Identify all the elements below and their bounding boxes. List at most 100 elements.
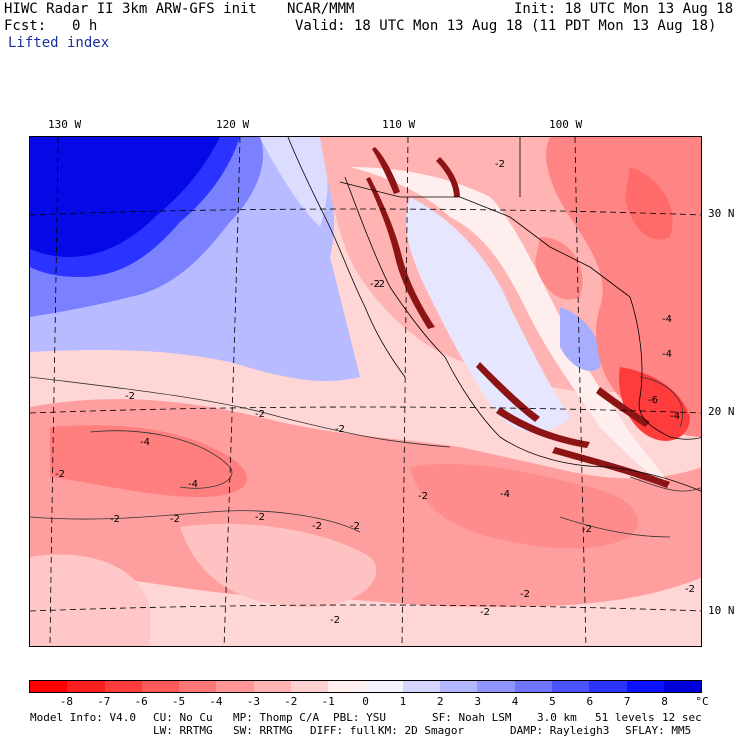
color-scale-tick-label: -1	[321, 695, 335, 708]
stable-strip-coast	[260, 137, 328, 227]
color-scale-tick-label: -7	[97, 695, 111, 708]
footer-pbl: PBL: YSU	[333, 711, 386, 724]
color-scale-swatch	[402, 681, 441, 692]
color-scale-tick-label: 2	[436, 695, 444, 708]
color-scale-tick-label: -3	[246, 695, 260, 708]
stable-pocket-south	[180, 523, 377, 607]
stable-region-nw-deep	[30, 137, 220, 257]
contour-label: -4	[670, 411, 680, 422]
land-mexico-plateau	[350, 167, 670, 487]
lifted-index-map: -2 -2 -2 -2 -2 -2 -4 -4 -4 -4 -4 -2 -2 -…	[29, 136, 702, 647]
contour-minus2-gulf	[629, 476, 701, 492]
forecast-hour: 0 h	[72, 18, 98, 34]
terrain-sierra-madre-oriental	[596, 387, 650, 427]
color-scale-bar	[29, 680, 702, 693]
footer-sw: SW: RRTMG	[233, 724, 293, 737]
color-scale-swatch	[67, 681, 105, 692]
terrain-sierra-north	[372, 147, 400, 194]
unstable-core-ocean-2	[410, 463, 638, 549]
meridian-130w	[49, 137, 59, 646]
contour-label: -2	[55, 469, 65, 480]
color-scale-swatch	[589, 681, 627, 692]
color-scale-swatch	[626, 681, 664, 692]
contour-minus4-ocean	[89, 430, 233, 489]
coastline-gulf-of-mexico	[629, 296, 701, 440]
contour-label: -4	[662, 314, 672, 325]
stable-pocket-south-2	[30, 554, 150, 646]
color-scale-swatch	[663, 681, 702, 692]
terrain-coastal-range-2	[496, 407, 590, 448]
color-scale-swatch	[328, 681, 366, 692]
coastline-baja	[287, 137, 406, 378]
footer-sf: SF: Noah LSM	[432, 711, 512, 724]
unstable-pocket-inland	[535, 237, 583, 300]
field-name: Lifted index	[8, 35, 110, 51]
border-us-mexico	[339, 181, 631, 298]
color-scale-swatch	[141, 681, 180, 692]
lat-label-30n: 30 N	[708, 207, 735, 220]
color-scale-swatch	[253, 681, 291, 692]
contour-label: -2	[170, 514, 180, 525]
color-scale-tick-label: -2	[284, 695, 298, 708]
contour-minus2-north	[30, 376, 451, 448]
contour-label-group: -2 -2 -2 -2 -2 -2 -4 -4 -4 -4 -4 -2 -2 -…	[55, 159, 695, 626]
parallel-20n	[30, 406, 701, 414]
contour-label: -2	[375, 279, 385, 290]
footer-cu: CU: No Cu	[153, 711, 213, 724]
unstable-core-gulf	[619, 367, 690, 441]
color-scale-tick-label: 5	[549, 695, 556, 708]
footer-mp: MP: Thomp C/A	[233, 711, 320, 724]
contour-minus2-east	[559, 516, 671, 538]
color-scale-tick-label: -4	[209, 695, 223, 708]
meridian-120w	[223, 137, 241, 646]
footer-damp: DAMP: Rayleigh3	[510, 724, 610, 737]
valid-time: Valid: 18 UTC Mon 13 Aug 18 (11 PDT Mon …	[295, 18, 717, 34]
contour-label: -2	[495, 159, 505, 170]
contour-label: -2	[582, 524, 592, 535]
stable-pocket-plateau-2	[560, 307, 601, 371]
contour-label: -6	[648, 395, 658, 406]
lat-label-10n: 10 N	[708, 604, 735, 617]
footer-timestep: 12 sec	[662, 711, 702, 724]
lon-label-120w: 120 W	[216, 118, 250, 131]
color-scale-tick-label: 4	[511, 695, 519, 708]
contour-label: -2	[255, 409, 265, 420]
contour-label: -4	[140, 437, 150, 448]
color-scale-swatch	[477, 681, 515, 692]
color-scale-tick-label: -6	[134, 695, 148, 708]
contour-minus2-south	[30, 510, 361, 533]
contour-label: -4	[500, 489, 510, 500]
coastline-pacific-mexico	[444, 356, 701, 492]
lat-label-20n: 20 N	[708, 405, 735, 418]
color-scale-swatch	[365, 681, 403, 692]
unstable-pocket-north	[625, 167, 673, 240]
lon-label-130w: 130 W	[48, 118, 82, 131]
footer-lw: LW: RRTMG	[153, 724, 213, 737]
footer-resolution: 3.0 km	[537, 711, 577, 724]
meridian-110w	[401, 137, 409, 646]
contour-label: -2	[335, 424, 345, 435]
meridian-100w	[574, 137, 587, 646]
color-scale-swatch	[179, 681, 217, 692]
color-scale-swatch	[30, 681, 68, 692]
center-label: NCAR/MMM	[287, 1, 355, 17]
chart-title: HIWC Radar II 3km ARW-GFS init	[4, 1, 257, 17]
contour-label: -2	[418, 491, 428, 502]
contour-label: -2	[480, 607, 490, 618]
color-scale-tick-label: 1	[399, 695, 407, 708]
footer-diff: DIFF: full	[310, 724, 377, 737]
coastline-gulf-of-california	[344, 176, 446, 358]
contour-label: -2	[110, 514, 120, 525]
contour-label: -2	[370, 279, 380, 290]
color-scale-tick-label: 3	[474, 695, 481, 708]
terrain-north-highlands	[436, 157, 460, 197]
contour-label: -2	[312, 521, 322, 532]
footer-km: KM: 2D Smagor	[378, 724, 465, 737]
unstable-core-ocean	[50, 425, 247, 497]
color-scale-swatch	[216, 681, 254, 692]
contour-minus4-gulf	[639, 376, 683, 428]
footer-levels: 51 levels	[595, 711, 655, 724]
color-scale-tick-label: 7	[623, 695, 631, 708]
contour-label: -2	[330, 615, 340, 626]
lon-label-100w: 100 W	[549, 118, 583, 131]
